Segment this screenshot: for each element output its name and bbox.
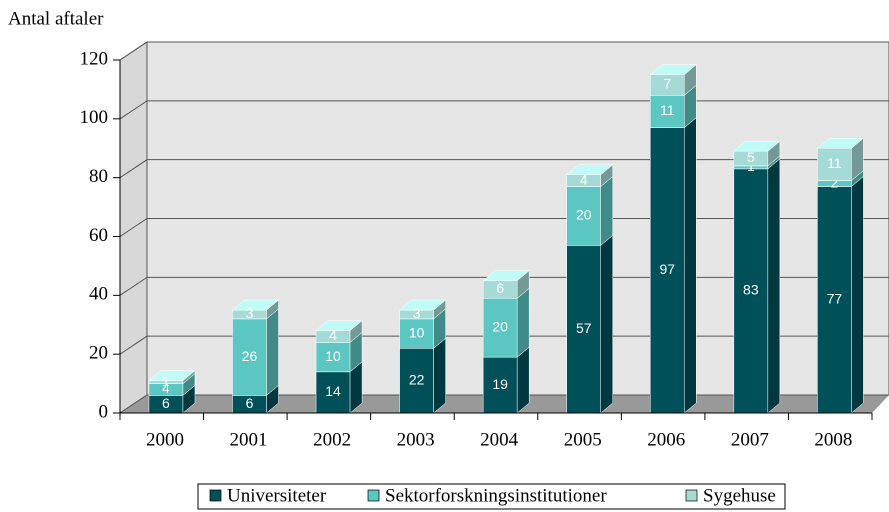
data-label: 26 <box>242 348 258 364</box>
x-tick-label: 2003 <box>397 429 435 450</box>
bar-segment: 57 <box>566 234 614 414</box>
data-label: 20 <box>576 207 592 223</box>
bar-side <box>516 346 530 414</box>
y-tick-label: 120 <box>80 48 109 69</box>
data-label: 14 <box>325 383 341 399</box>
bar-side <box>516 287 530 358</box>
bar-segment: 3 <box>398 299 447 321</box>
bar <box>482 298 518 358</box>
data-label: 6 <box>246 395 254 411</box>
bar-side <box>851 175 864 414</box>
data-label: 11 <box>827 155 842 171</box>
bar-side <box>433 337 446 414</box>
grid-line <box>119 394 889 414</box>
data-label: 6 <box>496 280 504 296</box>
y-axis-label: Antal aftaler <box>8 8 104 29</box>
data-label: 3 <box>413 305 421 321</box>
data-label: 6 <box>162 395 170 411</box>
bar-top <box>482 270 530 281</box>
bar-segment: 22 <box>398 337 447 414</box>
y-tick-label: 80 <box>89 166 108 187</box>
data-label: 5 <box>747 149 755 165</box>
data-label: 97 <box>659 261 675 277</box>
bar-top <box>816 138 865 149</box>
y-tick-label: 0 <box>99 401 109 422</box>
bar-segment: 5 <box>733 140 781 167</box>
grid-line <box>119 276 889 296</box>
legend-label: Universiteter <box>227 485 327 506</box>
grid-line <box>119 100 889 120</box>
data-label: 11 <box>660 102 675 118</box>
bar-segment: 26 <box>231 308 280 396</box>
bar <box>399 318 434 349</box>
data-label: 2 <box>831 174 839 190</box>
bar-segment: 97 <box>649 117 697 414</box>
y-tick-label: 100 <box>80 107 109 128</box>
y-tick-label: 40 <box>89 284 108 305</box>
bar-side <box>600 175 613 246</box>
bar <box>817 186 852 414</box>
bar-segment: 7 <box>649 64 697 96</box>
legend-swatch <box>209 489 222 502</box>
x-tick-label: 2008 <box>814 429 852 450</box>
grid-line <box>119 218 889 237</box>
data-label: 22 <box>409 371 425 387</box>
data-label: 77 <box>827 290 843 306</box>
data-label: 4 <box>162 380 170 396</box>
data-label: 4 <box>580 171 588 187</box>
bar-side <box>767 158 781 414</box>
bar-top <box>398 299 447 311</box>
legend-swatch <box>685 489 698 502</box>
data-label: 20 <box>492 318 508 334</box>
x-tick-label: 2000 <box>146 429 184 450</box>
x-tick-label: 2006 <box>647 429 685 450</box>
x-tick-label: 2007 <box>731 429 769 450</box>
bar <box>733 168 769 414</box>
x-tick-label: 2004 <box>480 429 519 450</box>
x-tick-label: 2002 <box>313 429 351 450</box>
bar-segment: 4 <box>566 164 614 187</box>
bar-side <box>600 234 613 414</box>
data-label: 1 <box>162 373 170 389</box>
grid-line <box>119 159 889 179</box>
legend-label: Sektorforskningsinstitutioner <box>385 485 607 506</box>
bar <box>399 348 434 414</box>
y-tick-label: 60 <box>89 225 108 246</box>
bar-segment: 3 <box>231 299 280 321</box>
data-label: 10 <box>409 324 425 340</box>
grid-line <box>119 335 889 355</box>
bar-segment: 20 <box>482 287 530 358</box>
bar-top <box>231 299 280 311</box>
bar-segment: 4 <box>315 320 363 343</box>
data-label: 57 <box>576 320 592 336</box>
bar-top <box>148 370 196 381</box>
bar-side <box>266 308 279 396</box>
bar-top <box>733 140 781 152</box>
data-label: 83 <box>743 282 759 298</box>
bar <box>315 342 351 373</box>
bar-top <box>649 64 697 75</box>
data-label: 4 <box>329 327 337 343</box>
bar-segment: 83 <box>733 158 781 414</box>
bar-top <box>315 320 363 331</box>
grid-line <box>119 41 889 61</box>
legend-label: Sygehuse <box>703 485 776 506</box>
y-tick-label: 20 <box>89 343 108 364</box>
legend-swatch <box>367 489 380 502</box>
x-tick-label: 2005 <box>564 429 602 450</box>
bar-side <box>684 117 697 414</box>
bar-segment: 11 <box>816 137 865 182</box>
bar-segment: 20 <box>566 175 614 246</box>
bar-segment: 77 <box>816 175 865 414</box>
data-label: 3 <box>246 305 254 321</box>
data-label: 10 <box>325 348 341 364</box>
bar-top <box>566 164 614 175</box>
x-tick-label: 2001 <box>230 429 268 450</box>
data-label: 7 <box>663 76 671 92</box>
data-label: 19 <box>492 376 508 392</box>
bar-segment: 1 <box>148 370 196 389</box>
bar-segment: 6 <box>482 270 530 299</box>
